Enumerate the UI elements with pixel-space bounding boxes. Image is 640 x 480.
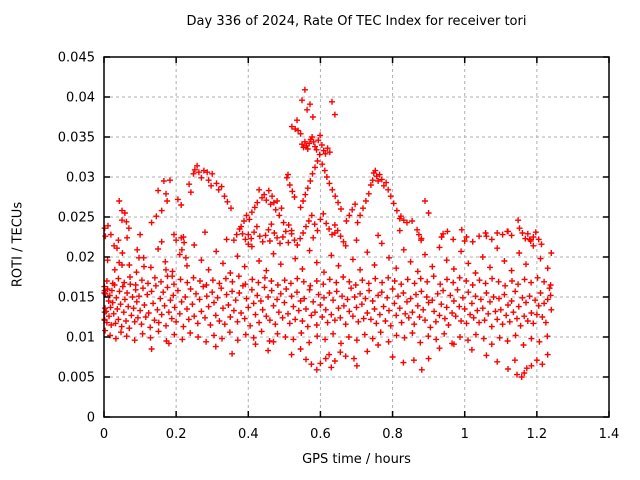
y-tick-label: 0 [87, 411, 95, 426]
plot-border [103, 56, 610, 418]
x-tick-label: 1 [461, 427, 469, 442]
y-tick-label: 0.02 [66, 251, 95, 266]
y-tick-label: 0.025 [58, 211, 95, 226]
x-tick-label: 1.2 [527, 427, 548, 442]
y-tick-label: 0.04 [66, 91, 95, 106]
y-tick-label: 0.005 [58, 371, 95, 386]
x-tick-label: 0.8 [382, 427, 403, 442]
y-tick-label: 0.015 [58, 291, 95, 306]
y-tick-label: 0.035 [58, 131, 95, 146]
x-axis-label: GPS time / hours [302, 452, 411, 467]
y-tick-label: 0.01 [66, 331, 95, 346]
x-tick-label: 0.6 [310, 427, 331, 442]
x-tick-label: 0.2 [166, 427, 187, 442]
chart-title: Day 336 of 2024, Rate Of TEC Index for r… [186, 14, 527, 29]
x-tick-label: 1.4 [599, 427, 620, 442]
y-tick-label: 0.045 [58, 51, 95, 66]
x-tick-label: 0 [100, 427, 108, 442]
y-axis-label: ROTI / TECUs [10, 201, 26, 288]
y-tick-label: 0.03 [66, 171, 95, 186]
scatter-points-roti [101, 86, 555, 380]
x-tick-label: 0.4 [238, 427, 259, 442]
